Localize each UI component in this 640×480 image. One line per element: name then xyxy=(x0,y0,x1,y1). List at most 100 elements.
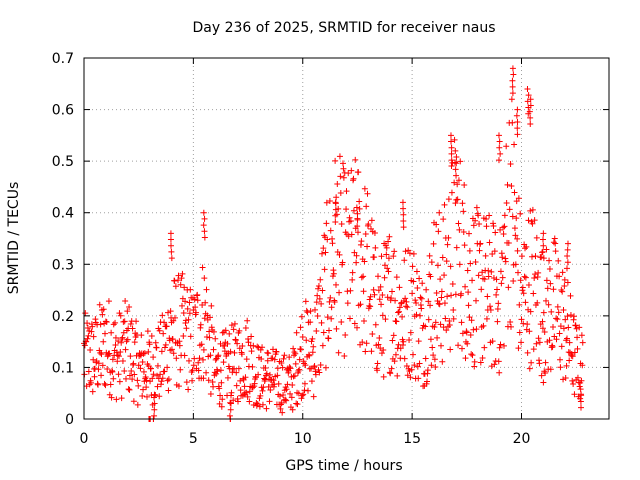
data-point xyxy=(419,280,426,287)
data-point xyxy=(432,319,439,326)
y-tick-label: 0.4 xyxy=(52,206,74,222)
data-point xyxy=(444,241,451,248)
data-point xyxy=(572,322,579,329)
data-point xyxy=(509,77,516,84)
data-point xyxy=(159,375,166,382)
data-point xyxy=(452,147,459,154)
data-point xyxy=(139,359,146,366)
data-point xyxy=(134,401,141,408)
data-point xyxy=(264,349,271,356)
data-point xyxy=(224,340,231,347)
data-point xyxy=(526,328,533,335)
data-point xyxy=(135,362,142,369)
data-point xyxy=(201,275,208,282)
data-point xyxy=(560,325,567,332)
data-point xyxy=(374,367,381,374)
data-point xyxy=(214,368,221,375)
data-point xyxy=(536,339,543,346)
chart-title: Day 236 of 2025, SRMTID for receiver nau… xyxy=(192,20,495,36)
data-point xyxy=(563,362,570,369)
data-point xyxy=(254,343,261,350)
data-point xyxy=(494,286,500,293)
data-point xyxy=(514,106,521,113)
data-point xyxy=(233,382,240,389)
data-point xyxy=(501,212,508,219)
data-point xyxy=(533,340,540,347)
data-point xyxy=(200,375,207,382)
data-point xyxy=(448,157,455,164)
data-point xyxy=(490,274,497,281)
data-point xyxy=(469,352,476,359)
data-point xyxy=(200,209,207,216)
data-point xyxy=(573,325,580,332)
data-point xyxy=(353,204,360,211)
data-point xyxy=(558,286,565,293)
data-point xyxy=(528,359,535,366)
data-point xyxy=(448,163,455,170)
data-point xyxy=(197,321,204,328)
data-point xyxy=(98,351,105,358)
data-point xyxy=(301,387,308,394)
data-point xyxy=(181,352,188,359)
data-point xyxy=(202,299,209,306)
data-point xyxy=(153,344,160,351)
data-point xyxy=(286,364,293,371)
data-point xyxy=(234,340,241,347)
data-point xyxy=(180,332,187,339)
data-point xyxy=(318,300,325,307)
data-point xyxy=(326,298,333,305)
data-point xyxy=(511,189,518,196)
data-point xyxy=(127,353,134,360)
data-point xyxy=(314,312,321,319)
data-point xyxy=(173,355,180,362)
data-point xyxy=(326,327,332,334)
data-point xyxy=(84,325,91,332)
data-point xyxy=(497,341,504,348)
data-point xyxy=(457,158,464,165)
data-point xyxy=(310,343,317,350)
data-point xyxy=(445,234,452,241)
data-point xyxy=(564,279,571,286)
data-point xyxy=(164,364,171,371)
data-point xyxy=(577,386,584,393)
data-point xyxy=(401,355,408,362)
data-point xyxy=(191,296,198,303)
data-point xyxy=(577,379,584,386)
data-point xyxy=(483,215,490,222)
data-point xyxy=(311,363,318,370)
data-point xyxy=(213,370,220,377)
data-point xyxy=(140,386,147,393)
data-point xyxy=(563,265,570,272)
data-point xyxy=(120,329,127,336)
data-point xyxy=(336,153,343,160)
data-point xyxy=(288,394,295,401)
data-point xyxy=(497,150,504,157)
data-point xyxy=(185,316,192,323)
data-point xyxy=(124,336,131,343)
data-point xyxy=(418,305,425,312)
data-point xyxy=(550,239,557,246)
data-point xyxy=(564,246,571,253)
data-point xyxy=(539,249,546,256)
data-point xyxy=(237,377,244,384)
data-point xyxy=(227,348,234,355)
y-tick-label: 0.7 xyxy=(52,51,74,67)
data-point xyxy=(477,240,484,247)
data-point xyxy=(207,390,214,397)
data-point xyxy=(546,337,553,344)
data-point xyxy=(509,90,516,97)
data-point xyxy=(514,235,521,242)
data-point xyxy=(519,284,526,291)
data-point xyxy=(277,393,283,400)
data-point xyxy=(333,325,340,332)
data-point xyxy=(539,325,546,332)
data-point xyxy=(393,274,400,281)
data-point xyxy=(456,261,463,268)
data-point xyxy=(525,217,532,224)
data-point xyxy=(244,317,251,324)
data-point xyxy=(84,320,91,327)
data-point xyxy=(453,160,460,167)
data-point xyxy=(105,298,112,305)
data-point xyxy=(431,356,438,363)
data-point xyxy=(574,334,581,341)
